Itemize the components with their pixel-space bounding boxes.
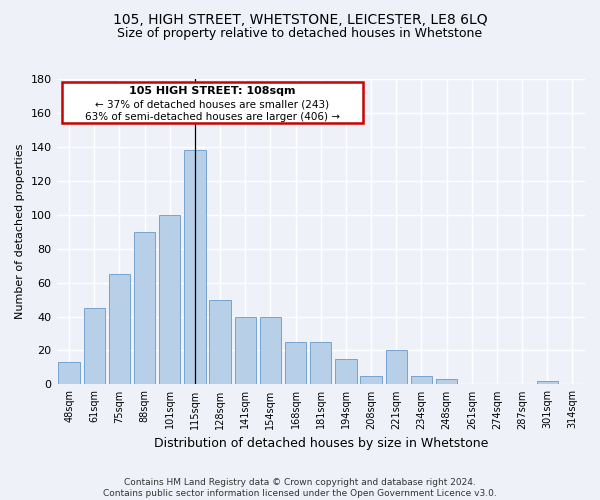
Text: 105, HIGH STREET, WHETSTONE, LEICESTER, LE8 6LQ: 105, HIGH STREET, WHETSTONE, LEICESTER, … <box>113 12 487 26</box>
Bar <box>260 316 281 384</box>
Text: Size of property relative to detached houses in Whetstone: Size of property relative to detached ho… <box>118 28 482 40</box>
Bar <box>310 342 331 384</box>
Text: 63% of semi-detached houses are larger (406) →: 63% of semi-detached houses are larger (… <box>85 112 340 122</box>
Y-axis label: Number of detached properties: Number of detached properties <box>15 144 25 320</box>
Bar <box>109 274 130 384</box>
Bar <box>411 376 432 384</box>
X-axis label: Distribution of detached houses by size in Whetstone: Distribution of detached houses by size … <box>154 437 488 450</box>
FancyBboxPatch shape <box>62 82 363 124</box>
Bar <box>184 150 206 384</box>
Bar <box>58 362 80 384</box>
Bar <box>134 232 155 384</box>
Bar <box>436 380 457 384</box>
Bar <box>83 308 105 384</box>
Bar <box>335 359 356 384</box>
Bar <box>386 350 407 384</box>
Text: ← 37% of detached houses are smaller (243): ← 37% of detached houses are smaller (24… <box>95 99 329 109</box>
Text: Contains HM Land Registry data © Crown copyright and database right 2024.
Contai: Contains HM Land Registry data © Crown c… <box>103 478 497 498</box>
Bar <box>361 376 382 384</box>
Bar <box>159 214 181 384</box>
Bar <box>209 300 231 384</box>
Bar <box>536 381 558 384</box>
Bar <box>235 316 256 384</box>
Bar <box>285 342 307 384</box>
Text: 105 HIGH STREET: 108sqm: 105 HIGH STREET: 108sqm <box>129 86 296 96</box>
